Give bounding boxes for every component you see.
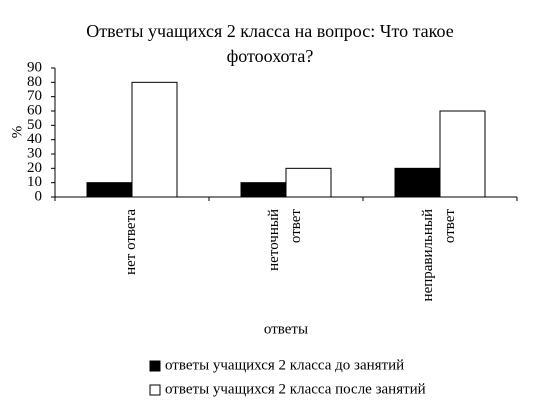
x-axis-label: ответы <box>264 321 308 337</box>
legend-label: ответы учащихся 2 класса после занятий <box>165 381 426 397</box>
x-tick-label: неправильный ответ <box>420 209 458 302</box>
legend-swatch <box>149 360 161 372</box>
y-tick-label: 70 <box>27 88 42 104</box>
y-tick-label: 0 <box>35 188 43 204</box>
x-tick-label: неточный ответ <box>266 209 304 271</box>
bar <box>394 167 441 198</box>
y-tick-label: 10 <box>27 174 42 190</box>
y-tick-label: 40 <box>27 131 42 147</box>
y-tick-label: 20 <box>27 160 42 176</box>
y-axis-label: % <box>9 126 25 139</box>
legend-swatch <box>149 384 161 396</box>
bar <box>86 182 133 198</box>
y-tick-label: 30 <box>27 145 42 161</box>
bar <box>285 167 332 198</box>
legend-label: ответы учащихся 2 класса до занятий <box>165 357 404 373</box>
y-tick-label: 60 <box>27 102 42 118</box>
bar <box>439 110 486 198</box>
y-tick-label: 90 <box>27 59 42 75</box>
y-tick-label: 50 <box>27 117 42 133</box>
x-tick-label: нет ответа <box>123 209 139 275</box>
bar <box>131 81 178 198</box>
chart-title: Ответы учащихся 2 класса на вопрос: Что … <box>86 21 453 66</box>
bar <box>240 182 287 198</box>
y-tick-label: 80 <box>27 74 42 90</box>
